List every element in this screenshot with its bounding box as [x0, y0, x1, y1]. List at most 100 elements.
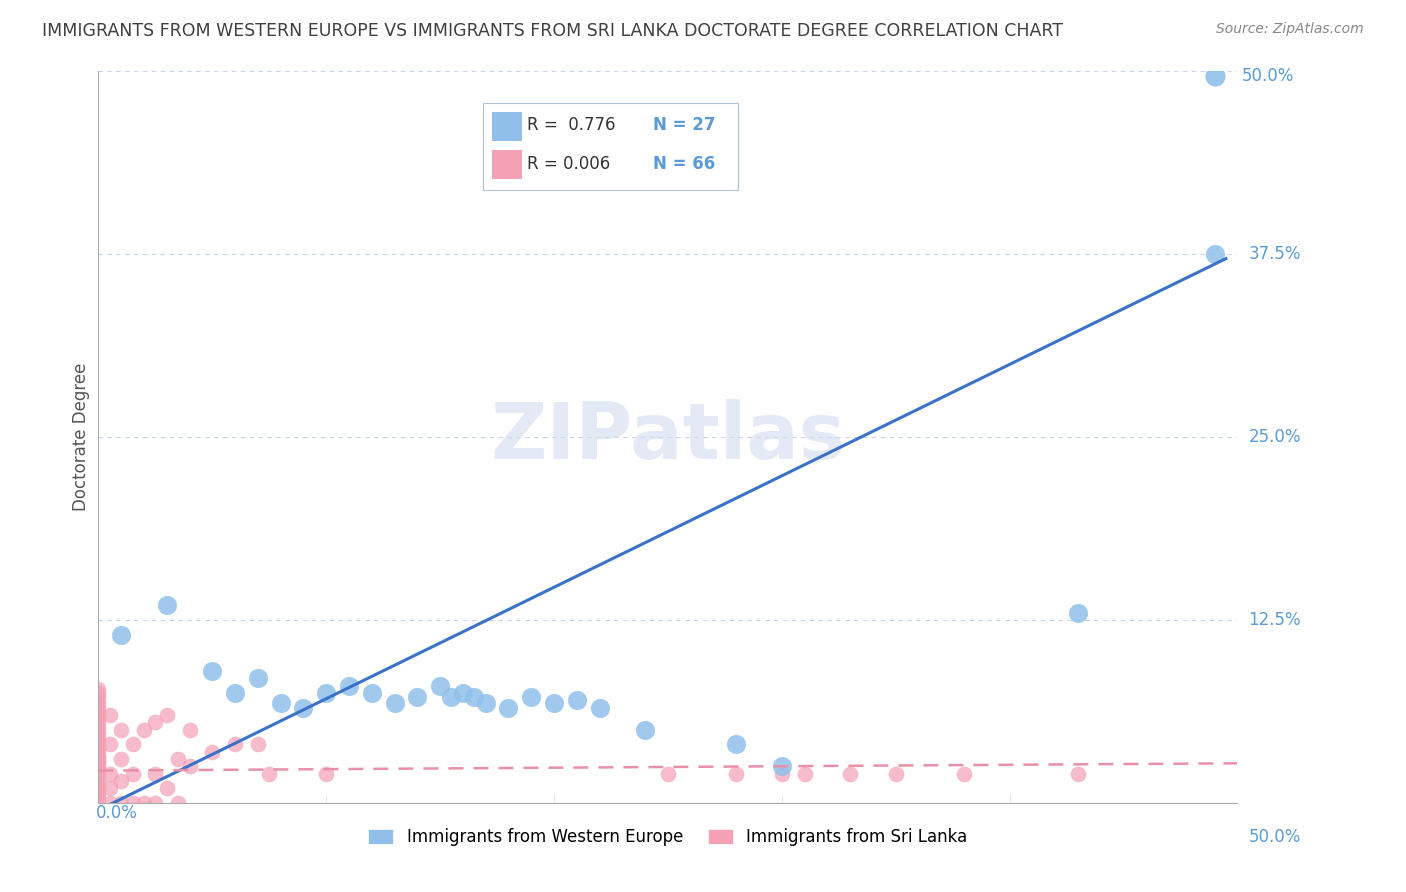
Point — [110, 627, 132, 641]
Text: 37.5%: 37.5% — [1249, 245, 1301, 263]
Point — [224, 737, 246, 751]
Point — [884, 766, 907, 780]
Text: 25.0%: 25.0% — [1249, 428, 1301, 446]
Point — [132, 723, 155, 737]
Point — [98, 708, 121, 723]
Point — [87, 791, 110, 805]
Point — [98, 766, 121, 780]
Y-axis label: Doctorate Degree: Doctorate Degree — [72, 363, 90, 511]
Point — [98, 737, 121, 751]
Point — [770, 766, 793, 780]
Text: 0.0%: 0.0% — [96, 805, 138, 822]
Point — [87, 750, 110, 764]
Point — [474, 696, 496, 710]
Point — [315, 766, 337, 780]
Point — [156, 599, 179, 613]
Text: 50.0%: 50.0% — [1241, 67, 1294, 85]
Point — [87, 743, 110, 757]
Point — [201, 664, 224, 678]
Point — [145, 766, 167, 780]
Point — [87, 713, 110, 727]
Point — [463, 690, 485, 705]
Point — [588, 700, 610, 714]
Point — [429, 679, 451, 693]
Point — [87, 752, 110, 766]
Point — [224, 686, 246, 700]
Text: 12.5%: 12.5% — [1249, 611, 1301, 629]
Point — [725, 737, 748, 751]
Text: R = 0.006: R = 0.006 — [527, 155, 610, 173]
Point — [87, 695, 110, 709]
Point — [179, 759, 201, 773]
Point — [87, 765, 110, 780]
Point — [87, 773, 110, 788]
Point — [498, 700, 520, 714]
Point — [87, 686, 110, 700]
Point — [87, 769, 110, 783]
Point — [337, 679, 360, 693]
Point — [87, 755, 110, 769]
Point — [87, 782, 110, 797]
Point — [201, 745, 224, 759]
Point — [406, 690, 429, 705]
Point — [110, 796, 132, 810]
Point — [87, 716, 110, 731]
Point — [87, 747, 110, 762]
FancyBboxPatch shape — [492, 150, 522, 179]
Point — [87, 699, 110, 714]
Point — [110, 752, 132, 766]
Point — [565, 693, 588, 707]
Point — [259, 766, 281, 780]
Text: N = 66: N = 66 — [652, 155, 716, 173]
Point — [87, 778, 110, 792]
Point — [520, 690, 543, 705]
Point — [167, 752, 190, 766]
Point — [1204, 247, 1226, 261]
Point — [145, 796, 167, 810]
Point — [110, 773, 132, 788]
Point — [132, 796, 155, 810]
Point — [179, 723, 201, 737]
Point — [1067, 606, 1090, 620]
Text: IMMIGRANTS FROM WESTERN EUROPE VS IMMIGRANTS FROM SRI LANKA DOCTORATE DEGREE COR: IMMIGRANTS FROM WESTERN EUROPE VS IMMIGR… — [42, 22, 1063, 40]
Point — [246, 737, 269, 751]
Point — [98, 781, 121, 796]
Point — [87, 796, 110, 810]
Point — [770, 759, 793, 773]
Point — [87, 730, 110, 744]
Point — [246, 672, 269, 686]
Legend: Immigrants from Western Europe, Immigrants from Sri Lanka: Immigrants from Western Europe, Immigran… — [361, 822, 974, 853]
Point — [87, 725, 110, 739]
Point — [1067, 766, 1090, 780]
Point — [360, 686, 382, 700]
Point — [87, 721, 110, 735]
Point — [384, 696, 406, 710]
Point — [270, 696, 292, 710]
Point — [543, 696, 565, 710]
Point — [634, 723, 657, 737]
Text: ZIPatlas: ZIPatlas — [491, 399, 845, 475]
Point — [87, 756, 110, 771]
Point — [839, 766, 862, 780]
Point — [87, 690, 110, 705]
Point — [87, 734, 110, 748]
Point — [110, 723, 132, 737]
Point — [87, 704, 110, 718]
FancyBboxPatch shape — [484, 103, 738, 190]
Point — [1204, 69, 1226, 83]
Point — [793, 766, 815, 780]
Point — [156, 708, 179, 723]
Point — [121, 737, 143, 751]
Point — [657, 766, 679, 780]
Point — [451, 686, 474, 700]
Point — [440, 690, 463, 705]
Text: Source: ZipAtlas.com: Source: ZipAtlas.com — [1216, 22, 1364, 37]
Point — [145, 715, 167, 730]
FancyBboxPatch shape — [492, 112, 522, 141]
Point — [87, 681, 110, 696]
Point — [87, 761, 110, 775]
Point — [167, 796, 190, 810]
Point — [953, 766, 976, 780]
Point — [87, 759, 110, 773]
Point — [725, 766, 748, 780]
